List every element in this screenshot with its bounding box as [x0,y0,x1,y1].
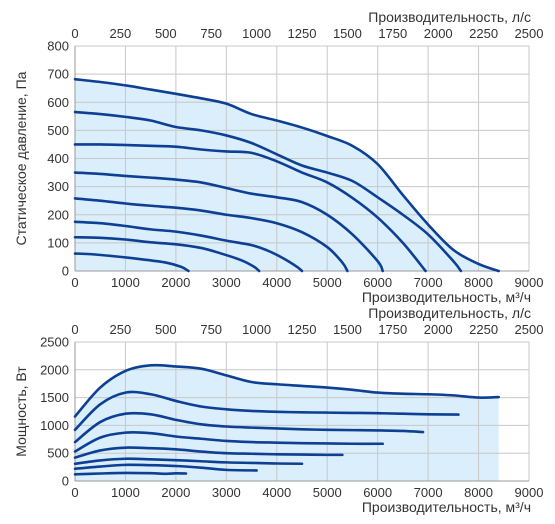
x2-tick-label: 500 [155,26,177,41]
x-tick-label: 5000 [313,275,342,290]
y-tick-label: 500 [47,446,69,461]
x-tick-label: 2000 [161,485,190,500]
series-line [73,471,188,476]
x2-tick-label: 0 [71,322,78,337]
x2-axis-title: Производительность, л/с [368,9,531,25]
series-line [73,235,261,273]
x-tick-label: 9000 [515,275,544,290]
x-axis-title: Производительность, м³/ч [362,289,531,305]
x-tick-label: 5000 [313,485,342,500]
y-tick-label: 100 [47,235,69,250]
y-tick-label: 400 [47,151,69,166]
x-tick-label: 1000 [111,275,140,290]
x2-tick-label: 2500 [515,26,544,41]
series-line [73,463,258,472]
y-tick-label: 2500 [40,335,69,350]
x-tick-label: 0 [71,275,78,290]
x-tick-label: 8000 [464,275,493,290]
x2-tick-label: 250 [110,26,132,41]
series-line [73,197,349,273]
x2-tick-label: 1500 [333,26,362,41]
series-line [73,363,501,418]
series-line [73,143,427,273]
x2-tick-label: 1250 [288,26,317,41]
series-line [73,431,385,453]
x2-tick-label: 1000 [242,322,271,337]
series-line [73,457,304,466]
x-tick-label: 9000 [515,485,544,500]
x2-tick-label: 1250 [288,322,317,337]
y-axis-title: Мощность, Вт [13,366,29,457]
x2-tick-label: 1500 [333,322,362,337]
x-tick-label: 7000 [414,485,443,500]
y-tick-label: 800 [47,39,69,54]
x-tick-label: 1000 [111,485,140,500]
x2-tick-label: 2250 [469,322,498,337]
x2-tick-label: 0 [71,26,78,41]
y-tick-label: 2000 [40,362,69,377]
y-tick-label: 1000 [40,418,69,433]
x-tick-label: 3000 [212,485,241,500]
x-tick-label: 4000 [262,275,291,290]
x-tick-label: 7000 [414,275,443,290]
y-tick-label: 0 [62,474,69,489]
x2-tick-label: 500 [155,322,177,337]
x-tick-label: 6000 [363,275,392,290]
series-line [73,110,463,273]
y-tick-label: 300 [47,179,69,194]
series-line [73,220,304,273]
x2-tick-label: 2000 [424,322,453,337]
x-tick-label: 8000 [464,485,493,500]
y-tick-label: 600 [47,95,69,110]
x2-tick-label: 250 [110,322,132,337]
x2-axis-title: Производительность, л/с [368,305,531,321]
x-axis-title: Производительность, м³/ч [362,499,531,515]
y-tick-label: 700 [47,67,69,82]
x2-tick-label: 2000 [424,26,453,41]
x2-tick-label: 750 [200,322,222,337]
series-line [73,446,344,459]
y-tick-label: 200 [47,207,69,222]
x2-tick-label: 1750 [378,26,407,41]
series-line [73,171,385,273]
x2-tick-label: 1750 [378,322,407,337]
x2-tick-label: 1000 [242,26,271,41]
series-line [73,77,501,273]
x-tick-label: 2000 [161,275,190,290]
x-tick-label: 3000 [212,275,241,290]
x2-tick-label: 2500 [515,322,544,337]
x-tick-label: 6000 [363,485,392,500]
x-tick-label: 0 [71,485,78,500]
series-line [73,411,425,444]
series-line [73,390,460,432]
y-axis-title: Статическое давление, Па [13,71,29,245]
y-tick-label: 500 [47,123,69,138]
series-line [73,252,190,273]
y-tick-label: 1500 [40,390,69,405]
y-tick-label: 0 [62,264,69,279]
x2-tick-label: 750 [200,26,222,41]
x-tick-label: 4000 [262,485,291,500]
x2-tick-label: 2250 [469,26,498,41]
